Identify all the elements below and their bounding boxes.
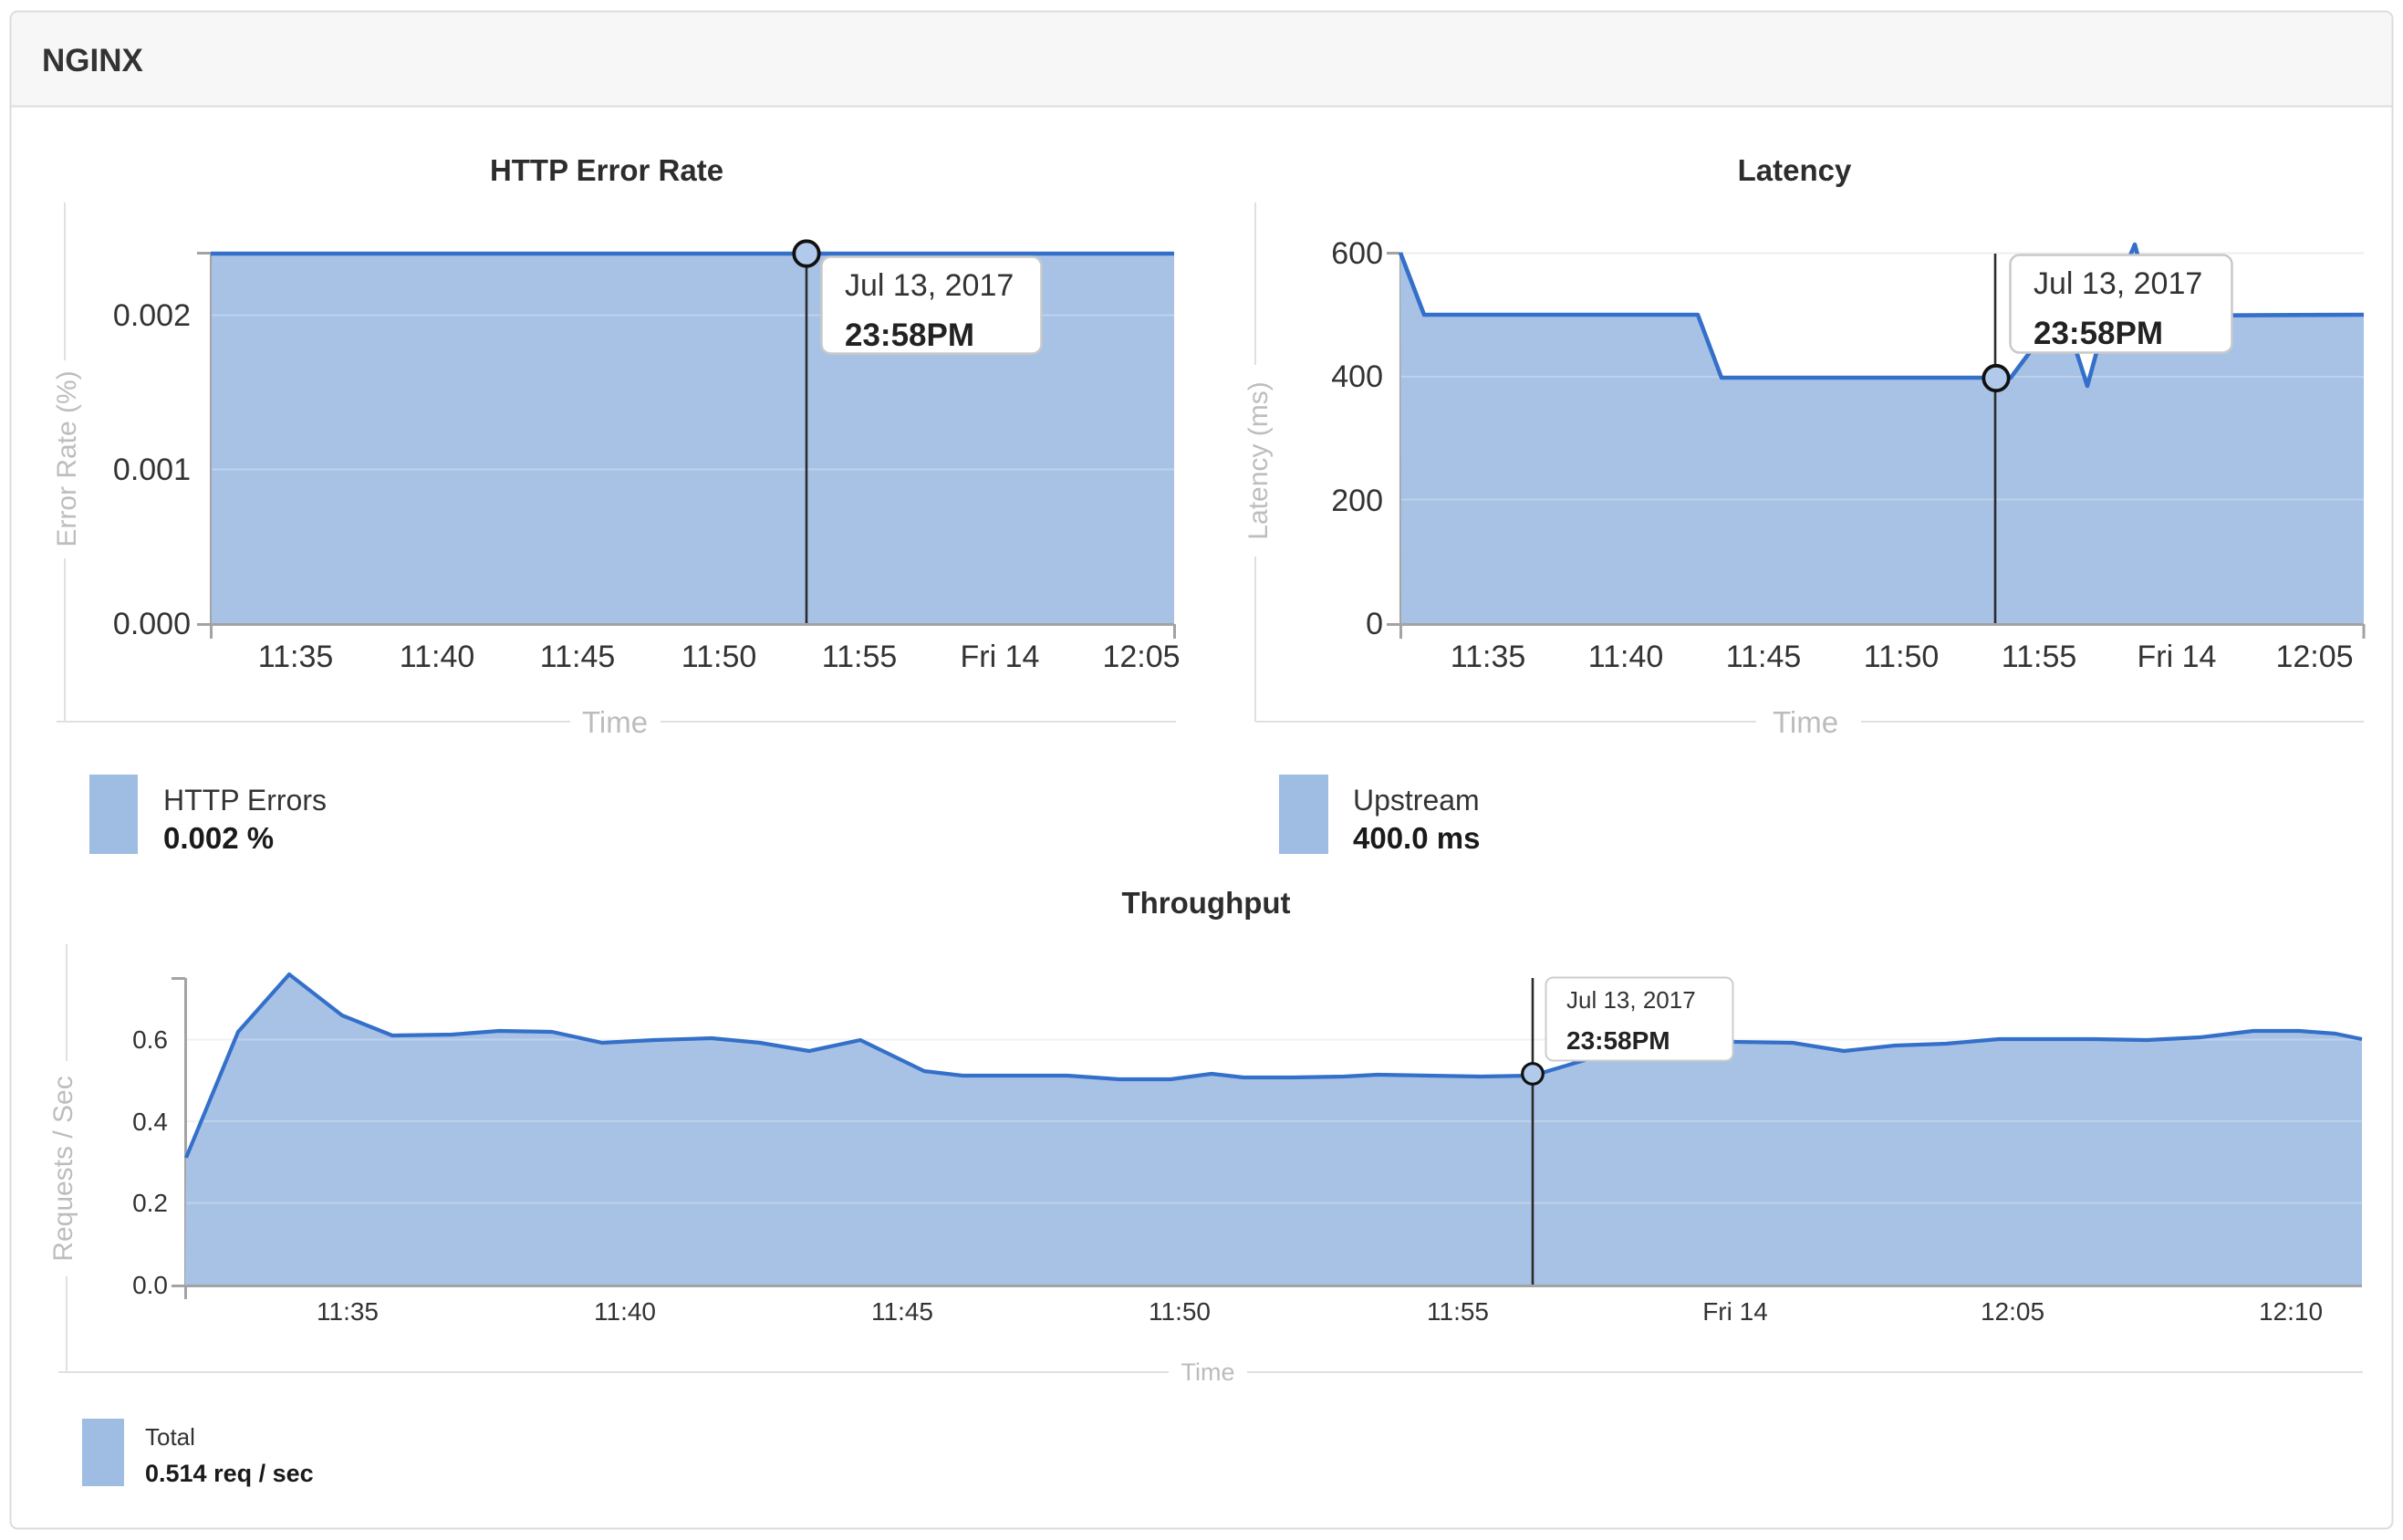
- svg-text:23:58PM: 23:58PM: [845, 317, 974, 353]
- svg-text:11:55: 11:55: [822, 640, 898, 674]
- svg-text:11:45: 11:45: [1726, 640, 1802, 674]
- svg-text:11:35: 11:35: [258, 640, 334, 674]
- svg-text:12:05: 12:05: [1102, 640, 1180, 674]
- svg-text:600: 600: [1331, 236, 1383, 271]
- svg-text:0.2: 0.2: [132, 1189, 168, 1217]
- svg-text:0.4: 0.4: [132, 1108, 168, 1136]
- svg-text:11:45: 11:45: [540, 640, 616, 674]
- svg-text:Jul 13, 2017: Jul 13, 2017: [1566, 986, 1696, 1014]
- svg-text:Time: Time: [1181, 1358, 1235, 1386]
- svg-text:11:35: 11:35: [1451, 640, 1526, 674]
- svg-text:200: 200: [1331, 484, 1383, 518]
- svg-text:11:50: 11:50: [1864, 640, 1940, 674]
- svg-text:Fri 14: Fri 14: [1702, 1297, 1768, 1326]
- svg-text:11:40: 11:40: [594, 1297, 656, 1326]
- svg-text:0.514 req / sec: 0.514 req / sec: [145, 1460, 314, 1487]
- svg-text:0: 0: [1366, 607, 1383, 641]
- svg-text:Upstream: Upstream: [1353, 784, 1480, 817]
- svg-text:Throughput: Throughput: [1121, 886, 1290, 920]
- svg-text:0.002 %: 0.002 %: [163, 821, 274, 855]
- svg-text:11:50: 11:50: [1149, 1297, 1211, 1326]
- svg-text:400.0 ms: 400.0 ms: [1353, 821, 1480, 855]
- svg-text:0.002: 0.002: [113, 298, 191, 333]
- svg-text:Latency: Latency: [1738, 153, 1852, 187]
- svg-text:0.001: 0.001: [113, 453, 191, 487]
- svg-text:11:40: 11:40: [1588, 640, 1664, 674]
- svg-text:Requests / Sec: Requests / Sec: [48, 1076, 78, 1261]
- svg-text:11:35: 11:35: [317, 1297, 379, 1326]
- svg-text:NGINX: NGINX: [42, 43, 144, 78]
- svg-text:Time: Time: [582, 705, 648, 739]
- svg-text:Total: Total: [145, 1423, 195, 1451]
- svg-text:Fri 14: Fri 14: [2138, 640, 2217, 674]
- svg-text:11:55: 11:55: [1427, 1297, 1489, 1326]
- svg-text:Time: Time: [1773, 705, 1838, 739]
- svg-text:11:40: 11:40: [400, 640, 475, 674]
- svg-text:Jul 13, 2017: Jul 13, 2017: [2034, 266, 2202, 301]
- svg-text:0.000: 0.000: [113, 607, 191, 641]
- svg-text:23:58PM: 23:58PM: [2034, 316, 2163, 351]
- svg-text:12:05: 12:05: [2275, 640, 2353, 674]
- svg-text:23:58PM: 23:58PM: [1566, 1026, 1670, 1055]
- svg-text:0.0: 0.0: [132, 1271, 168, 1299]
- svg-text:Latency (ms): Latency (ms): [1243, 381, 1274, 539]
- svg-text:11:50: 11:50: [681, 640, 757, 674]
- svg-text:400: 400: [1331, 359, 1383, 394]
- svg-text:HTTP Error Rate: HTTP Error Rate: [490, 153, 723, 187]
- svg-text:12:10: 12:10: [2259, 1297, 2323, 1326]
- svg-text:Fri 14: Fri 14: [961, 640, 1040, 674]
- svg-text:11:55: 11:55: [2002, 640, 2077, 674]
- svg-text:11:45: 11:45: [871, 1297, 933, 1326]
- svg-text:HTTP Errors: HTTP Errors: [163, 784, 327, 817]
- svg-text:Error Rate (%): Error Rate (%): [52, 370, 82, 546]
- svg-text:12:05: 12:05: [1981, 1297, 2044, 1326]
- svg-text:0.6: 0.6: [132, 1025, 168, 1054]
- svg-text:Jul 13, 2017: Jul 13, 2017: [845, 268, 1014, 303]
